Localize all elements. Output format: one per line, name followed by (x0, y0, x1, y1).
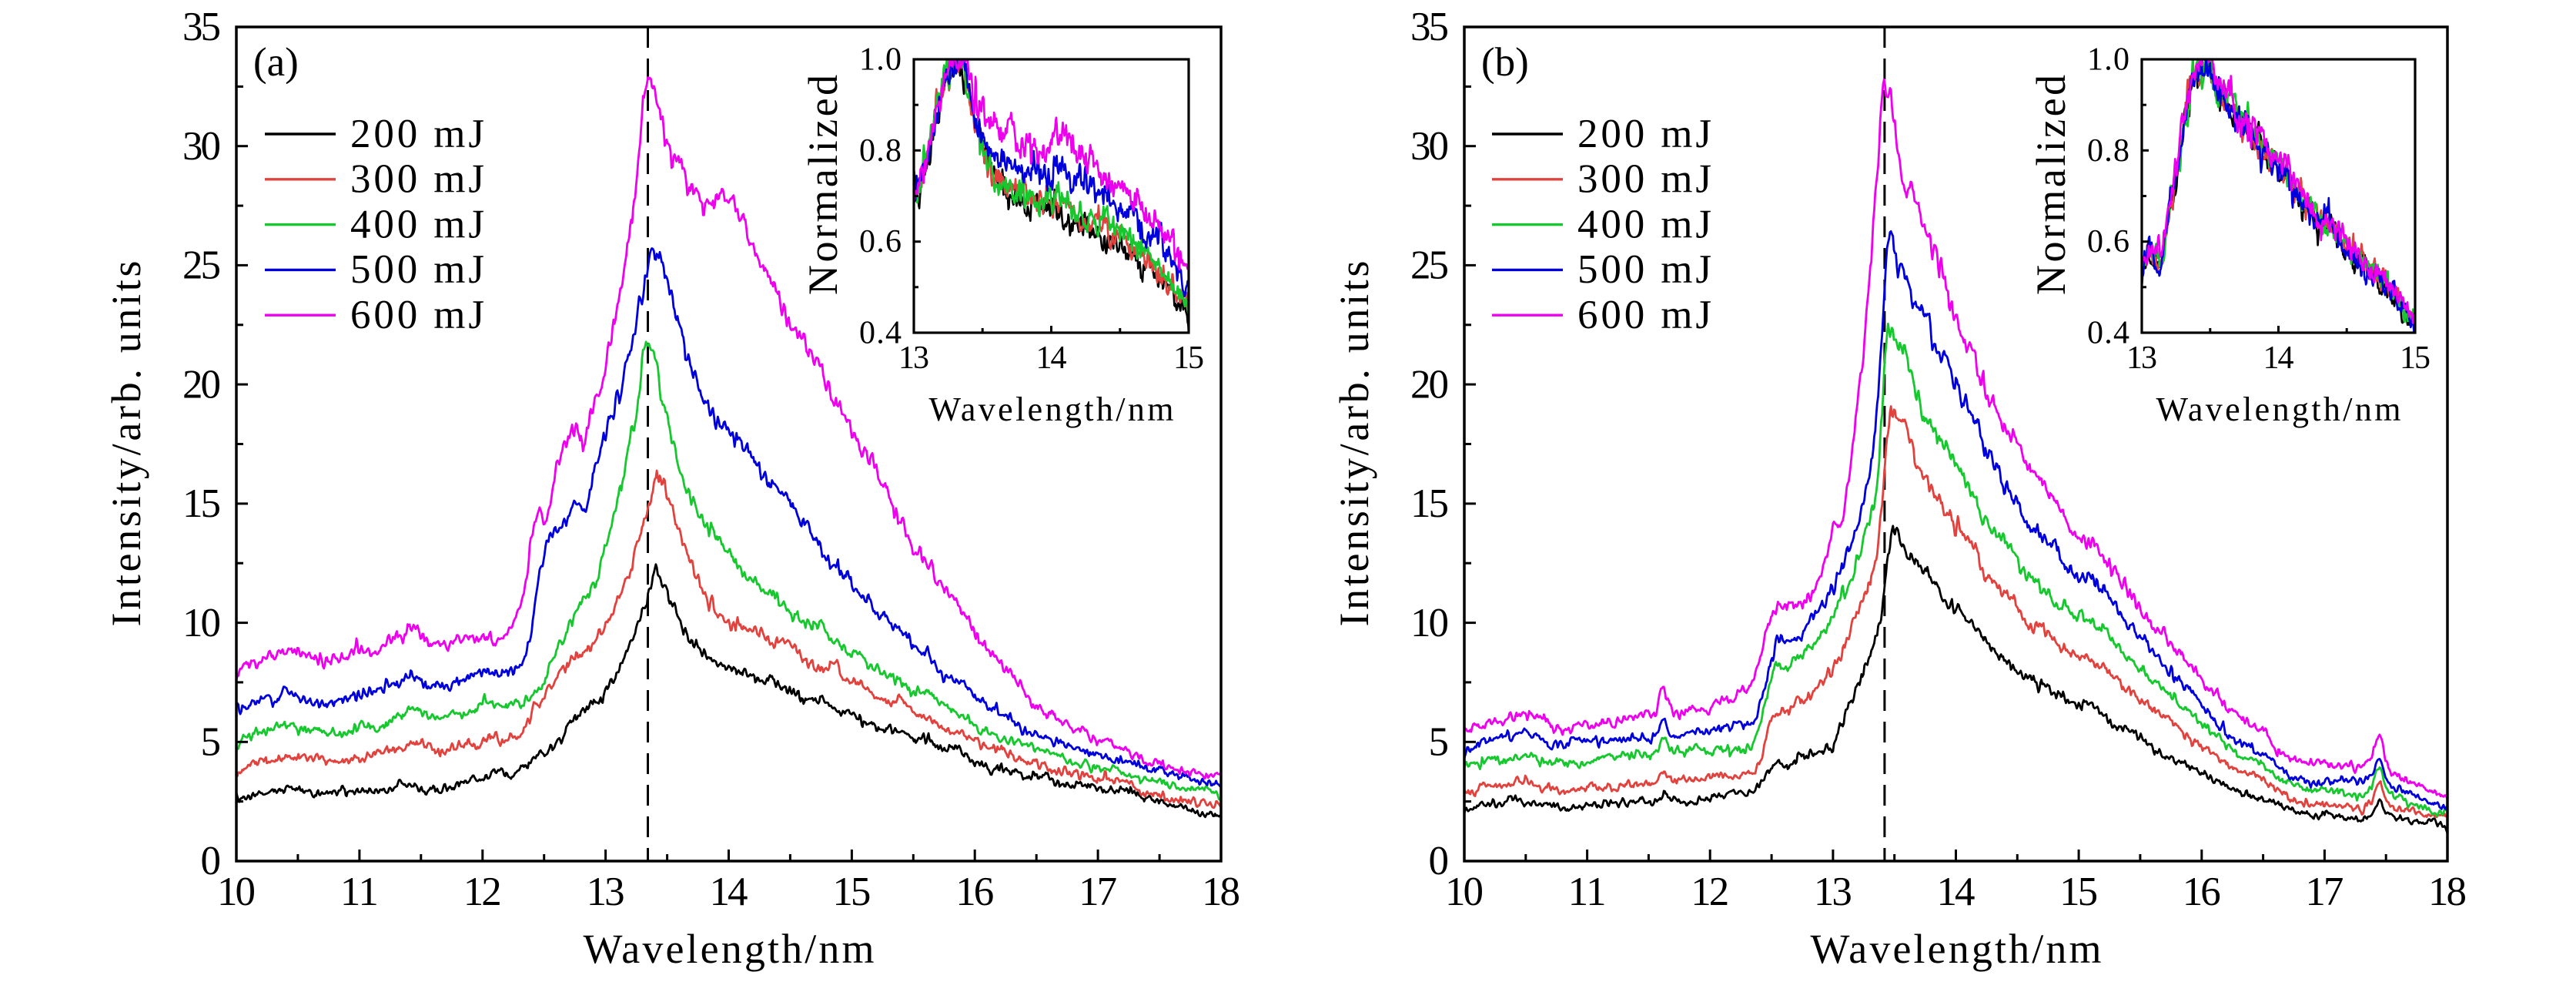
svg-text:18: 18 (1202, 870, 1240, 914)
svg-text:25: 25 (1410, 243, 1449, 288)
svg-text:400 mJ: 400 mJ (350, 202, 484, 246)
svg-text:15: 15 (2400, 340, 2430, 376)
svg-text:0.6: 0.6 (859, 224, 902, 260)
svg-text:600 mJ: 600 mJ (350, 293, 484, 337)
svg-text:Wavelength/nm: Wavelength/nm (929, 390, 1174, 428)
svg-text:0: 0 (201, 839, 222, 883)
svg-text:0.6: 0.6 (2087, 224, 2129, 260)
svg-text:400 mJ: 400 mJ (1577, 202, 1711, 246)
svg-text:16: 16 (955, 870, 994, 914)
svg-text:14: 14 (1036, 340, 1067, 376)
svg-text:0: 0 (1429, 839, 1450, 883)
svg-text:15: 15 (182, 481, 221, 526)
svg-text:30: 30 (1410, 124, 1449, 169)
svg-text:10: 10 (1445, 870, 1484, 914)
svg-text:10: 10 (1410, 601, 1449, 645)
svg-text:Normalized: Normalized (2028, 75, 2074, 295)
svg-text:11: 11 (340, 870, 379, 914)
svg-text:15: 15 (2059, 870, 2098, 914)
svg-text:10: 10 (182, 601, 221, 645)
svg-text:Wavelength/nm: Wavelength/nm (2156, 390, 2401, 428)
svg-text:1.0: 1.0 (2087, 42, 2129, 78)
svg-text:1.0: 1.0 (859, 42, 902, 78)
svg-text:13: 13 (587, 870, 625, 914)
svg-text:17: 17 (1079, 870, 1117, 914)
svg-text:14: 14 (710, 870, 748, 914)
svg-text:200 mJ: 200 mJ (1577, 112, 1711, 156)
svg-text:500 mJ: 500 mJ (1577, 247, 1711, 292)
svg-text:200 mJ: 200 mJ (350, 112, 484, 156)
svg-text:15: 15 (1173, 340, 1204, 376)
svg-text:12: 12 (463, 870, 502, 914)
svg-text:5: 5 (1429, 720, 1450, 765)
svg-text:Wavelength/nm: Wavelength/nm (1811, 926, 2102, 972)
svg-text:300 mJ: 300 mJ (1577, 157, 1711, 202)
svg-text:14: 14 (1937, 870, 1975, 914)
svg-text:13: 13 (1814, 870, 1852, 914)
svg-text:15: 15 (1410, 481, 1449, 526)
svg-text:14: 14 (2263, 340, 2294, 376)
svg-text:0.4: 0.4 (2087, 316, 2129, 351)
svg-text:20: 20 (1410, 362, 1449, 407)
svg-text:500 mJ: 500 mJ (350, 247, 484, 292)
svg-text:0.8: 0.8 (2087, 133, 2129, 169)
svg-text:10: 10 (217, 870, 256, 914)
svg-text:35: 35 (1410, 5, 1449, 49)
svg-text:0.8: 0.8 (859, 133, 902, 169)
svg-text:35: 35 (182, 5, 221, 49)
svg-text:300 mJ: 300 mJ (350, 157, 484, 202)
svg-text:13: 13 (898, 340, 929, 376)
svg-text:0.4: 0.4 (859, 316, 902, 351)
svg-text:30: 30 (182, 124, 221, 169)
svg-text:5: 5 (201, 720, 222, 765)
svg-text:Wavelength/nm: Wavelength/nm (584, 926, 875, 972)
svg-text:18: 18 (2428, 870, 2467, 914)
svg-text:11: 11 (1568, 870, 1607, 914)
svg-text:17: 17 (2305, 870, 2343, 914)
svg-text:15: 15 (832, 870, 871, 914)
svg-text:Normalized: Normalized (800, 75, 846, 295)
svg-text:13: 13 (2126, 340, 2157, 376)
svg-text:16: 16 (2183, 870, 2221, 914)
svg-text:25: 25 (182, 243, 221, 288)
svg-text:20: 20 (182, 362, 221, 407)
svg-text:12: 12 (1691, 870, 1729, 914)
svg-text:600 mJ: 600 mJ (1577, 293, 1711, 337)
svg-text:(b): (b) (1481, 40, 1529, 85)
svg-text:(a): (a) (253, 40, 299, 85)
